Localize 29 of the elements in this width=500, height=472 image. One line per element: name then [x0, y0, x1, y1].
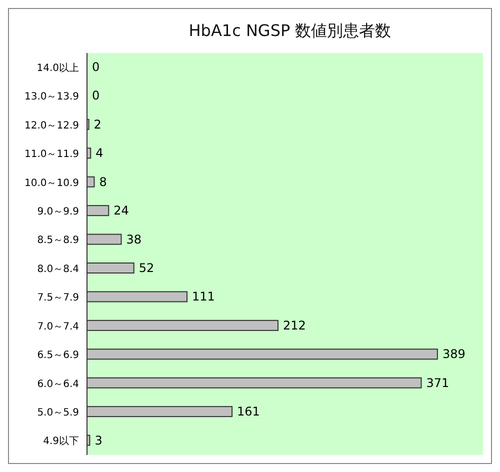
- data-label: 212: [282, 318, 306, 332]
- data-label: 3: [94, 433, 102, 448]
- data-label: 111: [192, 290, 215, 304]
- data-label: 4: [96, 146, 104, 160]
- y-tick-label: 10.0～10.9: [24, 178, 79, 189]
- y-tick-label: 9.0～9.9: [37, 206, 79, 218]
- data-label: 24: [114, 204, 129, 218]
- y-tick-label: 13.0～13.9: [24, 92, 79, 103]
- data-label: 52: [138, 261, 154, 275]
- y-tick-label: 7.0～7.4: [37, 321, 79, 332]
- y-tick-label: 12.0～12.9: [24, 120, 79, 132]
- data-label: 8: [99, 174, 107, 189]
- y-tick-label: 6.5～6.9: [37, 350, 79, 362]
- y-tick-label: 8.5～8.9: [37, 235, 79, 246]
- data-label: 389: [442, 347, 466, 362]
- data-label: 38: [126, 232, 142, 246]
- y-tick-label: 6.0～6.4: [37, 378, 79, 390]
- y-tick-label: 14.0以上: [36, 62, 79, 74]
- data-label: 2: [94, 117, 102, 132]
- y-tick-label: 4.9以下: [43, 435, 79, 448]
- y-tick-label: 11.0～11.9: [24, 149, 79, 160]
- y-tick-label: 8.0～8.4: [37, 264, 79, 275]
- y-tick-label: 5.0～5.9: [37, 407, 79, 418]
- data-label: 371: [426, 376, 450, 390]
- data-label: 0: [92, 88, 100, 103]
- y-tick-label: 7.5～7.9: [37, 292, 79, 304]
- data-label: 0: [92, 60, 100, 74]
- chart-title: HbA1c NGSP 数値別患者数: [188, 20, 392, 42]
- data-label: 161: [237, 404, 260, 419]
